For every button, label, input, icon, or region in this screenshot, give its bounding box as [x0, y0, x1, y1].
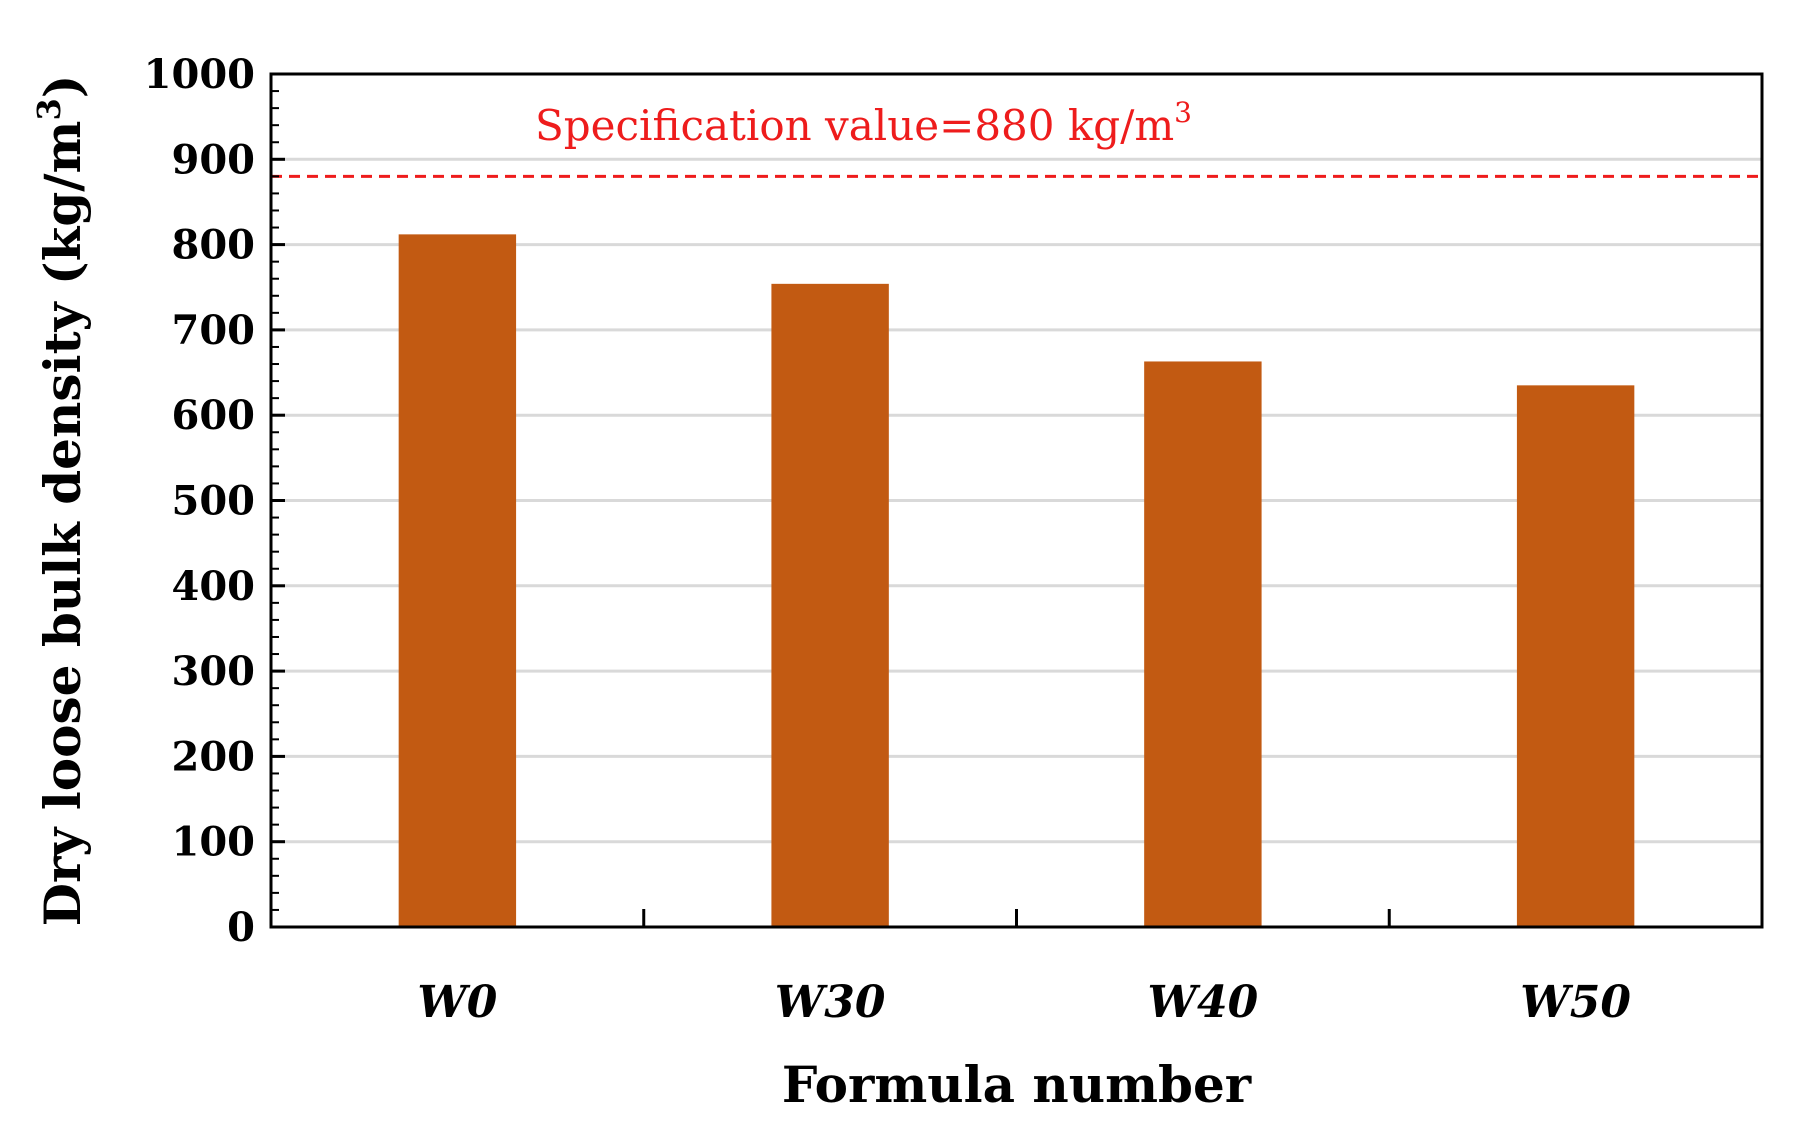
- y-tick-label: 600: [172, 392, 256, 439]
- x-axis-category-labels: W0 W30 W40 W50: [417, 977, 1631, 1028]
- x-axis-ticks: [642, 909, 1391, 927]
- bars: [398, 234, 1635, 928]
- x-axis-title: Formula number: [782, 1055, 1252, 1114]
- y-axis-title: Dry loose bulk density (kg/m3): [30, 75, 92, 927]
- y-axis-ticks: [271, 72, 285, 929]
- y-tick-label: 1000: [144, 51, 255, 98]
- specification-label-superscript: 3: [1174, 96, 1192, 129]
- y-axis-title-main: Dry loose bulk density (kg/m: [33, 121, 92, 927]
- reference-line-group: Specification value=880 kg/m3: [271, 96, 1762, 178]
- y-tick-label: 800: [172, 222, 256, 269]
- y-axis-title-superscript: 3: [30, 98, 68, 120]
- y-tick-label: 0: [227, 904, 255, 951]
- y-axis-tick-labels: 0 100 200 300 400 500 600 700 800 900 1000: [144, 51, 255, 951]
- x-tick-label: W50: [1520, 977, 1631, 1028]
- x-tick-label: W40: [1148, 977, 1259, 1028]
- y-tick-label: 700: [172, 307, 256, 354]
- bar-w30: [771, 283, 889, 927]
- bar-w40: [1144, 361, 1262, 927]
- x-tick-label: W30: [775, 977, 886, 1028]
- y-tick-label: 500: [172, 478, 256, 525]
- bar-w50: [1516, 385, 1635, 928]
- y-tick-label: 200: [172, 733, 256, 780]
- bar-w0: [398, 234, 517, 927]
- y-tick-label: 900: [172, 136, 256, 183]
- specification-label-main: Specification value=880 kg/m: [535, 101, 1174, 150]
- y-tick-label: 100: [172, 819, 256, 866]
- gridlines: [271, 157, 1762, 844]
- specification-label: Specification value=880 kg/m3: [535, 96, 1192, 150]
- y-axis-title-tail: ): [33, 75, 92, 99]
- y-tick-label: 400: [172, 563, 256, 610]
- x-tick-label: W0: [417, 977, 497, 1028]
- y-tick-label: 300: [172, 648, 256, 695]
